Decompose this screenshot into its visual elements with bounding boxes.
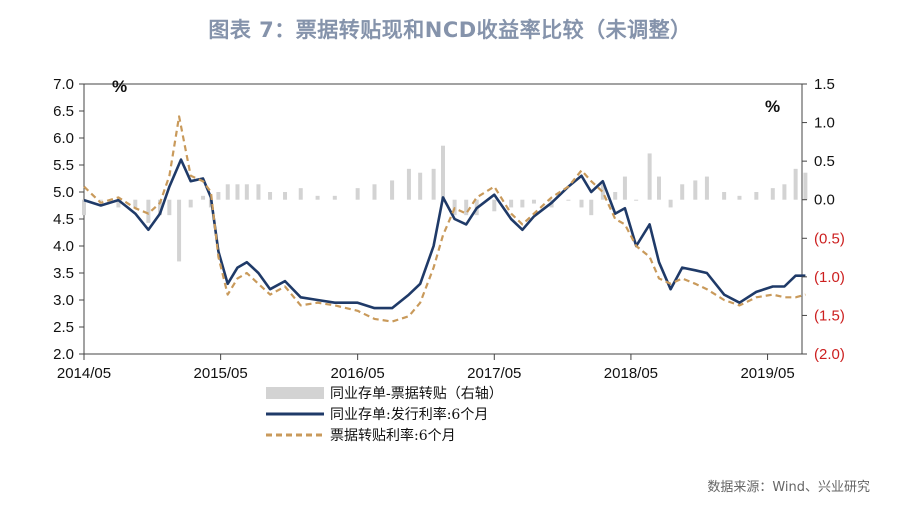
- spread-bar: [441, 145, 445, 200]
- spread-bar: [647, 153, 652, 200]
- bill-rate-line: [83, 115, 806, 323]
- spread-bar: [146, 199, 151, 223]
- spread-bar: [634, 199, 639, 201]
- legend: 同业存单-票据转贴（右轴） 同业存单:发行利率:6个月 票据转贴利率:6个月: [266, 386, 503, 444]
- right-tick-label: 1.5: [814, 76, 835, 93]
- spread-bar: [283, 192, 288, 200]
- spread-bars: [82, 145, 808, 262]
- spread-bar: [803, 172, 808, 200]
- right-axis: (2.0) (1.5) (1.0) (0.5) 0.0 0.5 1.0 1.5: [802, 76, 845, 363]
- spread-bar: [133, 199, 138, 208]
- spread-bar: [566, 199, 571, 201]
- legend-label-spread: 同业存单-票据转贴（右轴）: [330, 386, 503, 402]
- spread-bar: [431, 168, 436, 200]
- legend-swatch-spread: [266, 387, 324, 399]
- left-tick-label: 6.0: [53, 130, 74, 147]
- spread-bar: [157, 199, 162, 216]
- spread-bar: [235, 184, 240, 200]
- spread-bar: [225, 184, 230, 200]
- spread-bar: [355, 188, 360, 200]
- spread-bar: [754, 192, 759, 200]
- plot-frame: [83, 83, 803, 355]
- spread-bar: [201, 195, 206, 200]
- left-tick-label: 2.5: [53, 319, 74, 336]
- spread-bar: [268, 192, 273, 200]
- plot-area: [83, 83, 803, 355]
- spread-bar: [600, 184, 605, 200]
- spread-bar: [315, 195, 320, 200]
- spread-bar: [418, 172, 423, 200]
- left-tick-label: 3.5: [53, 265, 74, 282]
- spread-bar: [656, 176, 661, 200]
- spread-bar: [793, 168, 798, 200]
- rate-lines: [83, 115, 806, 323]
- spread-bar: [98, 199, 103, 201]
- spread-bar: [492, 199, 497, 212]
- legend-label-bill: 票据转贴利率:6个月: [330, 427, 456, 444]
- x-tick-label: 2017/05: [467, 365, 521, 382]
- spread-bar: [244, 184, 249, 200]
- spread-bar: [613, 192, 618, 200]
- x-tick-label: 2019/05: [740, 365, 794, 382]
- spread-bar: [579, 199, 584, 208]
- left-tick-label: 3.0: [53, 292, 74, 309]
- right-tick-label: (2.0): [814, 346, 845, 363]
- x-tick-label: 2016/05: [331, 365, 385, 382]
- left-tick-label: 5.5: [53, 157, 74, 174]
- left-tick-label: 7.0: [53, 76, 74, 93]
- spread-bar: [406, 168, 411, 200]
- right-tick-label: 1.0: [814, 115, 835, 132]
- left-tick-label: 4.5: [53, 211, 74, 228]
- right-tick-label: (1.5): [814, 307, 845, 324]
- left-tick-label: 5.0: [53, 184, 74, 201]
- spread-bar: [622, 176, 627, 200]
- right-tick-label: 0.0: [814, 192, 835, 209]
- left-tick-label: 6.5: [53, 103, 74, 120]
- spread-bar: [298, 188, 303, 200]
- spread-bar: [464, 199, 469, 216]
- spread-bar: [509, 199, 514, 208]
- spread-bar: [177, 199, 182, 262]
- chart-title: 图表 7：票据转贴现和NCD收益率比较（未调整）: [208, 18, 692, 42]
- spread-bar: [737, 195, 742, 200]
- left-tick-label: 2.0: [53, 346, 74, 363]
- spread-bar: [693, 180, 698, 200]
- spread-bar: [167, 199, 172, 216]
- spread-bar: [722, 192, 727, 200]
- left-tick-label: 4.0: [53, 238, 74, 255]
- spread-bar: [188, 199, 193, 208]
- legend-label-ncd: 同业存单:发行利率:6个月: [330, 406, 488, 423]
- spread-bar: [589, 199, 594, 216]
- x-axis: 2014/05 2015/05 2016/05 2017/05 2018/05 2019/…: [57, 354, 795, 382]
- right-tick-label: (1.0): [814, 269, 845, 286]
- left-axis: 2.0 2.5 3.0 3.5 4.0 4.5 5.0 5.5 6.0 6.5 7.0: [53, 76, 84, 363]
- x-tick-label: 2014/05: [57, 365, 111, 382]
- spread-bar: [770, 188, 775, 200]
- source-note: 数据来源：Wind、兴业研究: [707, 480, 870, 495]
- x-tick-label: 2015/05: [194, 365, 248, 382]
- spread-bar: [531, 199, 536, 204]
- spread-bar: [782, 184, 787, 200]
- left-unit-label: %: [112, 77, 127, 96]
- spread-bar: [704, 176, 709, 200]
- spread-bar: [668, 199, 673, 208]
- right-tick-label: (0.5): [814, 230, 845, 247]
- spread-bar: [256, 184, 261, 200]
- spread-bar: [680, 184, 685, 200]
- spread-bar: [216, 192, 221, 200]
- spread-bar: [116, 199, 121, 208]
- spread-bar: [332, 195, 337, 200]
- right-tick-label: 0.5: [814, 153, 835, 170]
- spread-bar: [82, 199, 86, 216]
- spread-bar: [372, 184, 377, 200]
- spread-bar: [520, 199, 525, 208]
- spread-bar: [390, 180, 395, 200]
- x-tick-label: 2018/05: [604, 365, 658, 382]
- right-unit-label: %: [765, 97, 780, 116]
